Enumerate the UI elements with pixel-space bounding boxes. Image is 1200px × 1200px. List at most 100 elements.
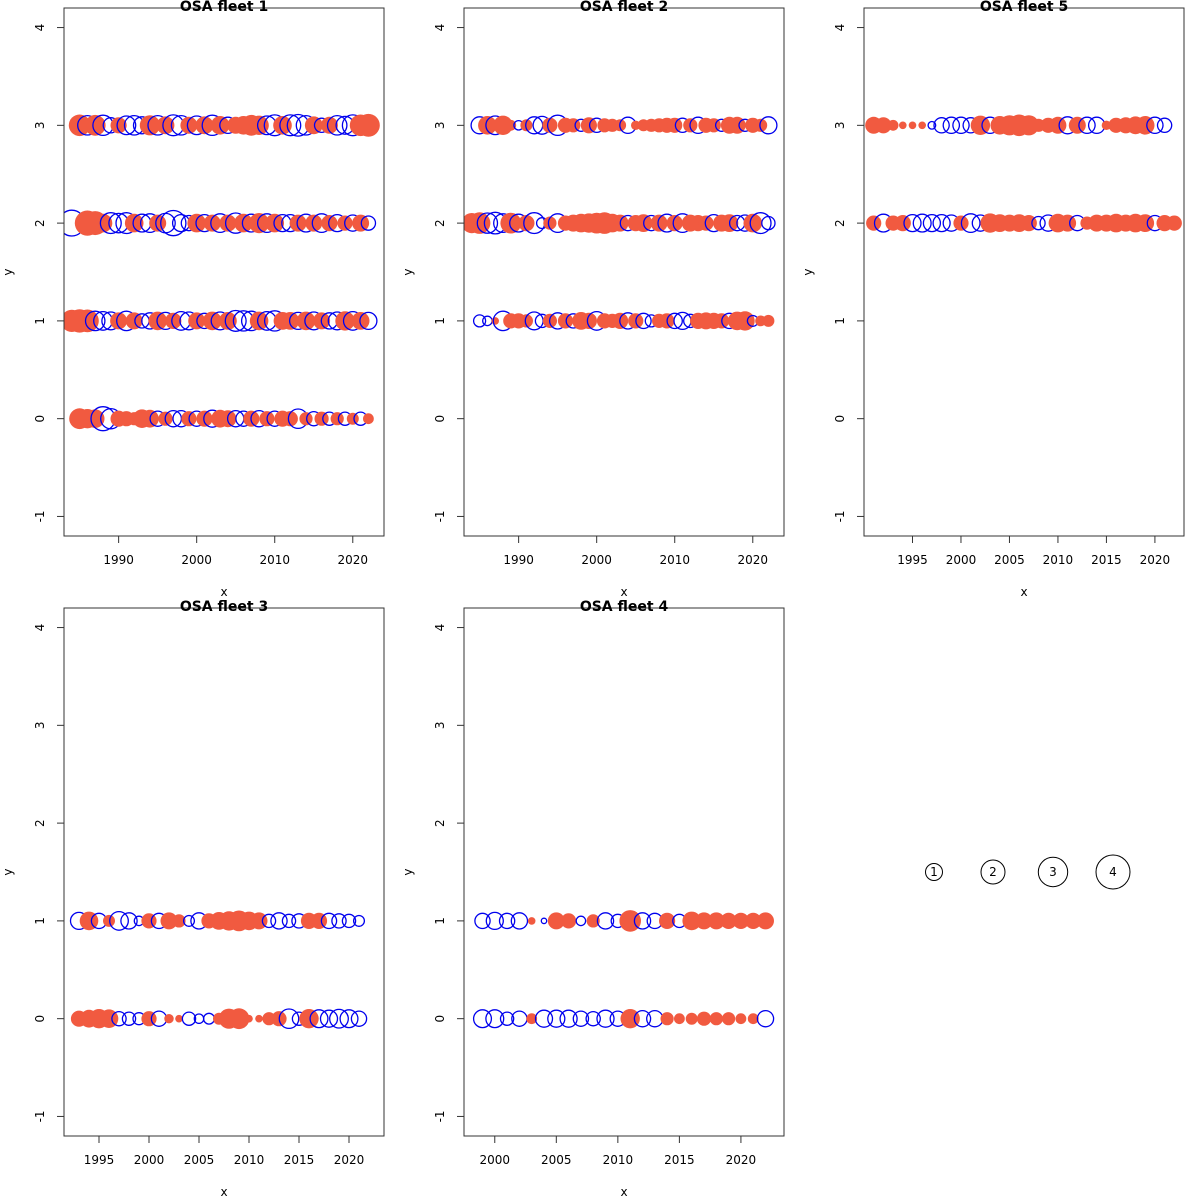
positive-residual-bubble [175,1014,183,1023]
positive-residual-bubble [156,116,175,135]
y-axis-label: y [801,268,815,275]
positive-residual-bubble [148,311,167,331]
y-tick-label: -1 [33,1110,47,1122]
y-tick-label: 2 [433,819,447,827]
y-tick-label: 2 [833,219,847,227]
negative-residual-bubble [202,1012,216,1025]
y-axis: -1 0 1 2 3 4 [833,24,865,522]
negative-residual-bubble [575,915,587,927]
positive-residual-bubble [299,412,313,426]
positive-residual-bubble [660,1012,674,1026]
positive-residual-bubble [180,116,198,134]
legend-label: 4 [1109,865,1117,879]
positive-residual-bubble [219,312,237,330]
positive-residual-bubble [707,912,725,930]
positive-residual-bubble [1136,214,1155,233]
negative-residual-bubble [596,1009,615,1028]
positive-residual-bubble [321,215,338,232]
positive-residual-bubble [76,309,99,333]
legend-circle [1037,856,1069,888]
bubble-layer [69,910,368,1030]
x-tick-label: 2010 [234,1153,265,1167]
negative-residual-bubble [932,213,951,233]
positive-residual-bubble [547,912,565,930]
positive-residual-bubble [542,117,558,133]
x-tick-label: 2015 [664,1153,695,1167]
positive-residual-bubble [346,412,359,425]
bubble-layer [64,113,380,432]
negative-residual-bubble [329,1008,349,1029]
positive-residual-bubble [722,1012,736,1026]
positive-residual-bubble [970,115,991,135]
positive-residual-bubble [68,114,91,137]
panel-title: OSA fleet 4 [580,599,669,615]
negative-residual-bubble [482,315,493,327]
x-axis: 1990 2000 2010 2020 [103,535,368,567]
negative-residual-bubble [635,312,652,330]
panel-title: OSA fleet 3 [180,599,268,615]
bubble-layer [865,114,1182,234]
negative-residual-bubble [960,213,981,234]
x-axis: 1995 2000 2005 2010 2015 2020 [84,1135,364,1167]
x-axis: 1990 2000 2010 2020 [503,535,768,567]
negative-residual-bubble [326,114,348,136]
negative-residual-bubble [261,913,277,929]
negative-residual-bubble [547,1009,566,1028]
positive-residual-bubble [698,215,714,231]
negative-residual-bubble [510,912,529,930]
negative-residual-bubble [933,117,950,134]
positive-residual-bubble [650,214,668,232]
negative-residual-bubble [120,912,138,930]
y-tick-label: 0 [33,1015,47,1023]
negative-residual-bubble [499,1011,515,1026]
x-tick-label: 2005 [184,1153,215,1167]
positive-residual-bubble [762,314,775,327]
x-axis: 2000 2005 2010 2015 2020 [479,1135,757,1167]
legend-item: 2 [980,859,1006,885]
positive-residual-bubble [735,311,755,331]
y-tick-label: 4 [33,624,47,632]
positive-residual-bubble [695,912,713,930]
negative-residual-bubble [224,309,247,332]
positive-residual-bubble [1101,120,1112,130]
x-tick-label: 2015 [1091,553,1122,567]
positive-residual-bubble [685,1012,698,1025]
plot-frame [463,7,785,537]
negative-residual-bubble [84,310,106,332]
negative-residual-bubble [109,910,129,931]
positive-residual-bubble [666,215,683,232]
negative-residual-bubble [339,1009,359,1029]
x-tick-label: 2000 [181,553,212,567]
negative-residual-bubble [596,912,615,930]
positive-residual-bubble [732,912,750,930]
negative-residual-bubble [341,913,357,929]
legend-item: 3 [1037,856,1069,888]
positive-residual-bubble [1059,214,1077,232]
positive-residual-bubble [1018,115,1039,136]
x-tick-label: 1990 [103,553,134,567]
negative-residual-bubble [572,1010,590,1027]
y-tick-label: 1 [833,317,847,325]
positive-residual-bubble [908,121,917,130]
legend-label: 2 [989,865,997,879]
panel-title: OSA fleet 2 [580,0,668,15]
x-tick-label: 2020 [726,1153,757,1167]
negative-residual-bubble [942,116,961,135]
positive-residual-bubble [84,114,106,136]
y-tick-label: 4 [33,24,47,32]
positive-residual-bubble [124,213,144,233]
y-tick-label: -1 [433,1110,447,1122]
positive-residual-bubble [720,912,737,930]
positive-residual-bubble [659,912,676,930]
x-tick-label: 2005 [541,1153,572,1167]
positive-residual-bubble [543,216,557,230]
positive-residual-bubble [282,411,298,427]
positive-residual-bubble [255,1014,263,1023]
negative-residual-bubble [646,1009,664,1028]
positive-residual-bubble [1135,116,1155,135]
positive-residual-bubble [899,121,907,130]
x-tick-label: 1995 [84,1153,115,1167]
positive-residual-bubble [696,1011,712,1026]
x-tick-label: 2000 [479,1153,510,1167]
x-tick-label: 2010 [659,553,690,567]
